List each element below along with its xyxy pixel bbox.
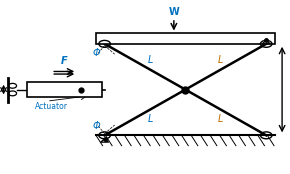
Text: F: F (61, 56, 68, 66)
Text: W: W (168, 7, 179, 17)
Text: L: L (217, 55, 223, 65)
Text: Φ: Φ (92, 48, 100, 58)
Text: L: L (148, 55, 153, 65)
Text: L: L (148, 114, 153, 124)
Text: L: L (217, 114, 223, 124)
Text: Actuator: Actuator (35, 102, 68, 111)
Bar (96, 33, 275, 44)
Text: Φ: Φ (92, 121, 100, 131)
Bar (27, 82, 102, 97)
